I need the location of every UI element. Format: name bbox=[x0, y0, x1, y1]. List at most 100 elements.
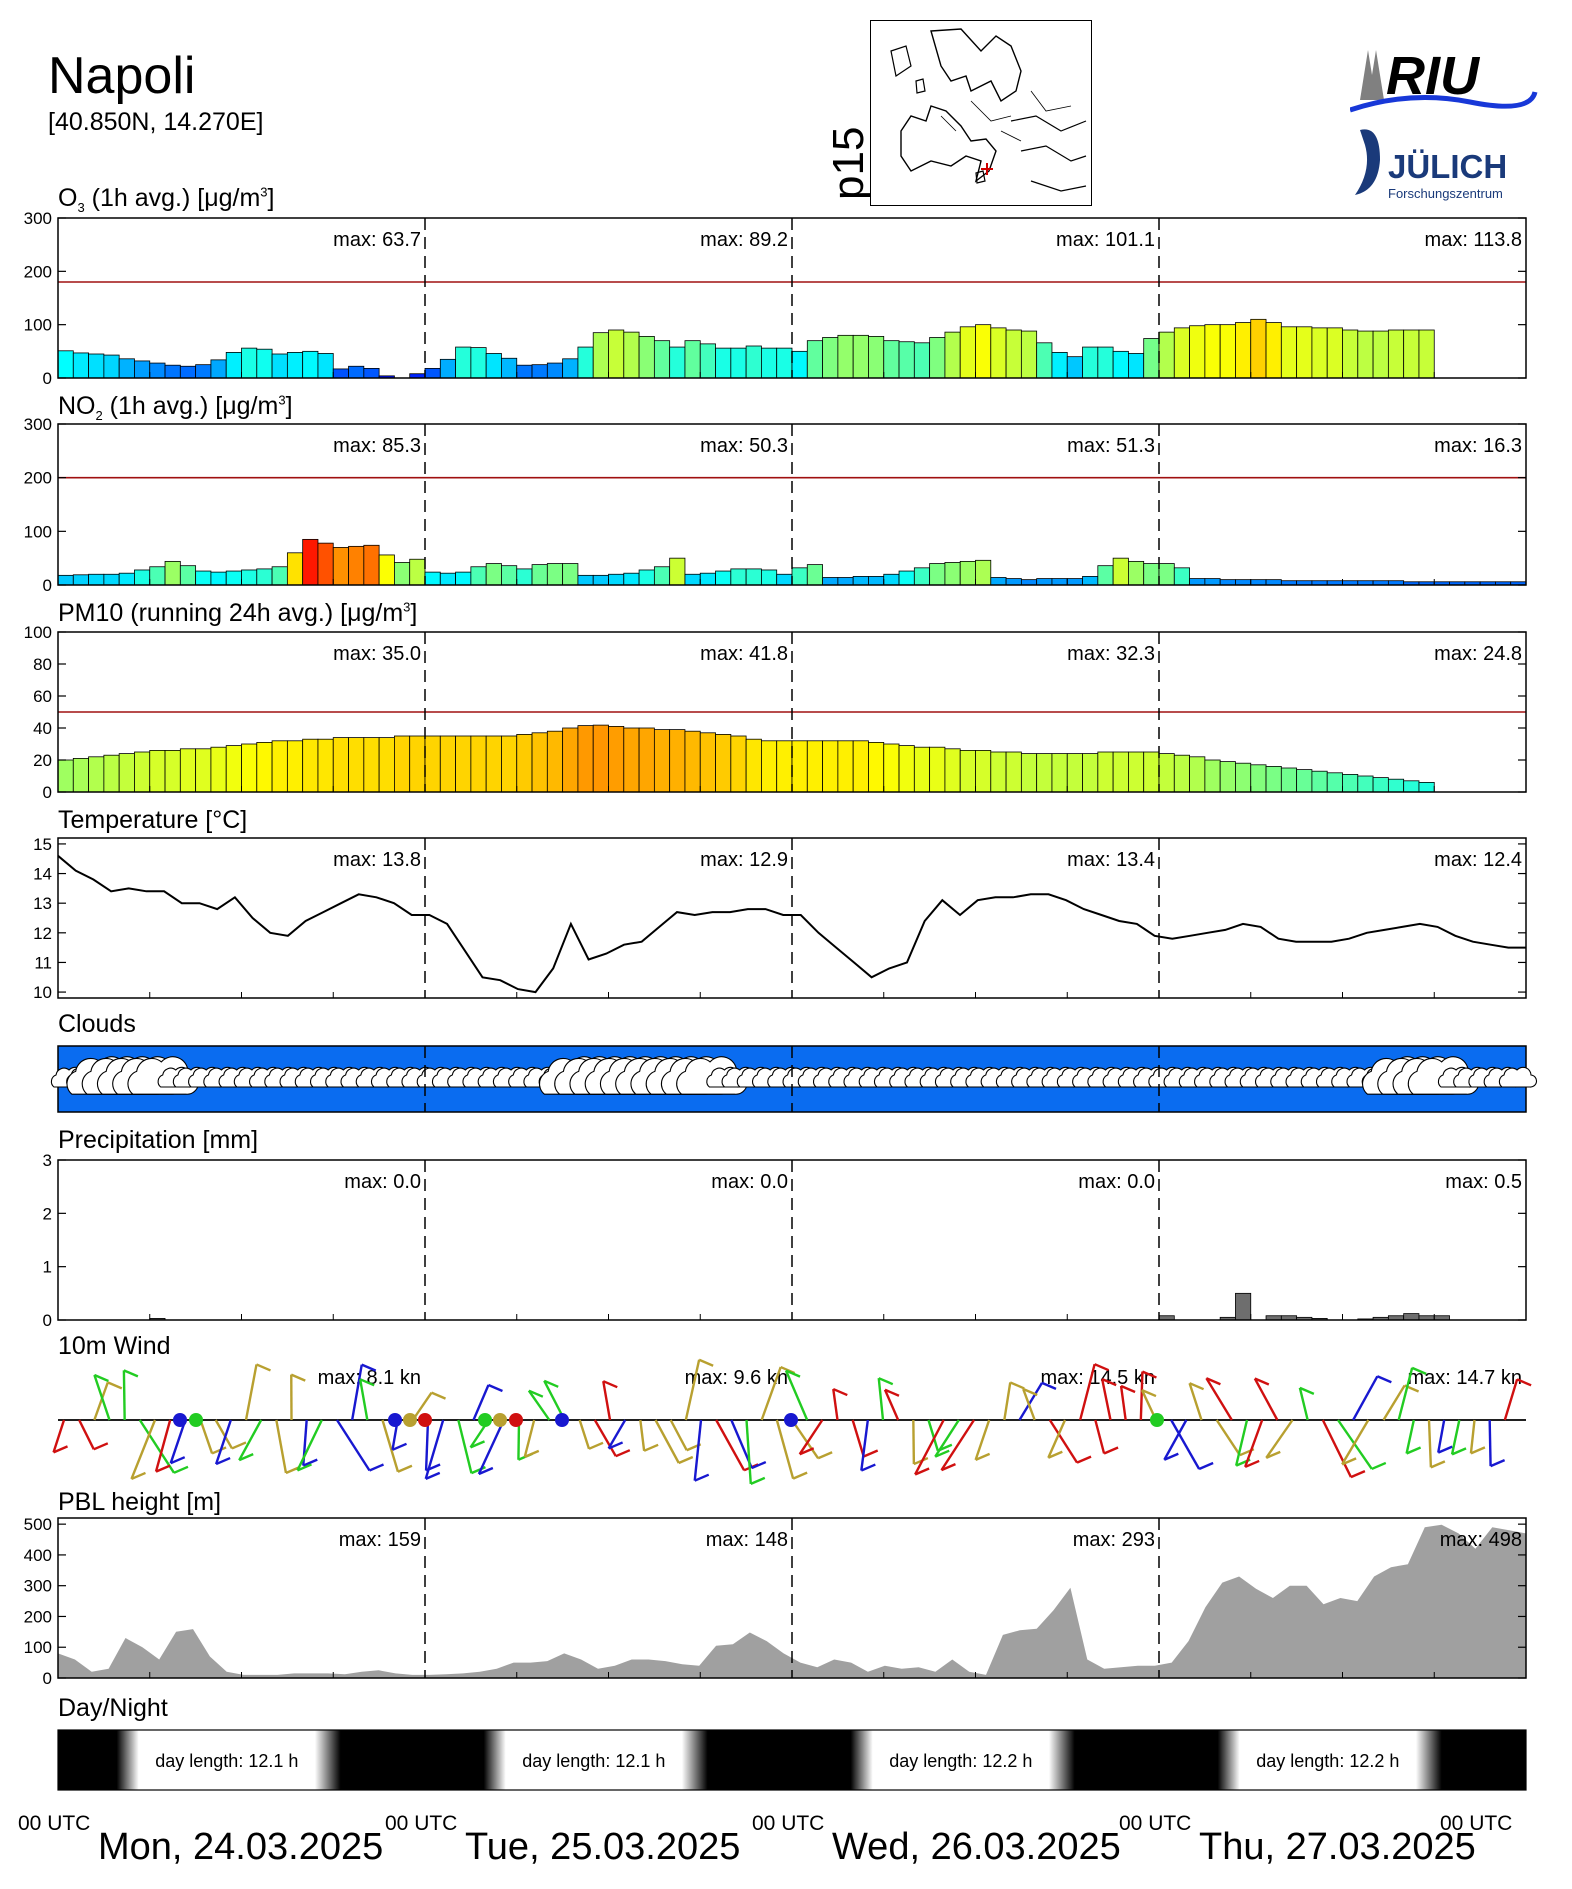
pm10-bar bbox=[684, 730, 701, 793]
o3-bar bbox=[1128, 353, 1145, 379]
no2-bar bbox=[699, 572, 716, 586]
o3-bar bbox=[898, 341, 915, 379]
temp-ytick-label: 11 bbox=[34, 953, 52, 972]
wind-barb bbox=[154, 1419, 172, 1472]
calm-wind-dot bbox=[418, 1413, 432, 1427]
wind-barb-flag bbox=[1189, 1382, 1205, 1391]
no2-bar bbox=[516, 568, 533, 586]
wind-barb-flag bbox=[934, 1449, 950, 1458]
coastline-west bbox=[900, 105, 997, 183]
wind-barb-flag bbox=[832, 1387, 848, 1397]
o3-bar bbox=[88, 353, 105, 379]
pm10-bar bbox=[1158, 753, 1175, 793]
o3-bar bbox=[929, 337, 946, 379]
calm-wind-dot bbox=[189, 1413, 203, 1427]
pm10-bar bbox=[1296, 769, 1313, 793]
pm10-bar bbox=[990, 751, 1007, 793]
wind-barb bbox=[1205, 1377, 1233, 1421]
no2-bar bbox=[57, 574, 74, 586]
pm10-bar bbox=[179, 748, 197, 793]
temp-ytick-label: 12 bbox=[33, 924, 52, 943]
wind-barb bbox=[381, 1419, 400, 1473]
wind-barb bbox=[684, 1359, 701, 1421]
pm10-bar bbox=[791, 740, 808, 793]
pm10-bar bbox=[883, 743, 900, 793]
no2-bar bbox=[883, 573, 900, 586]
no2-bar bbox=[1128, 560, 1145, 586]
o3-bar bbox=[669, 346, 686, 379]
wind-barb-flag bbox=[359, 1378, 375, 1387]
wind-barb-flag bbox=[524, 1449, 540, 1458]
pm10-bar bbox=[439, 735, 456, 793]
day-length-label: day length: 12.2 h bbox=[889, 1751, 1032, 1771]
pbl-ytick-label: 300 bbox=[24, 1577, 52, 1596]
pm10-bar bbox=[852, 740, 869, 793]
o3-bar bbox=[1066, 356, 1083, 379]
o3-bar bbox=[1296, 326, 1313, 379]
wind-barb-flag bbox=[53, 1445, 68, 1454]
wind-barbs bbox=[52, 1358, 1532, 1486]
o3-bar bbox=[1189, 325, 1206, 379]
wind-barb bbox=[138, 1419, 175, 1474]
o3-bar bbox=[715, 347, 732, 379]
wind-barb bbox=[523, 1419, 536, 1458]
wind-barb bbox=[1253, 1377, 1279, 1421]
o3-max-label: max: 89.2 bbox=[700, 229, 788, 251]
o3-bar bbox=[684, 340, 701, 379]
wind-barb-flag bbox=[1022, 1387, 1038, 1397]
wind-barb bbox=[791, 1419, 820, 1459]
daynight-day bbox=[425, 1730, 792, 1790]
pbl-ytick-label: 200 bbox=[24, 1607, 52, 1626]
o3-bar bbox=[225, 351, 242, 379]
daynight-day bbox=[58, 1730, 425, 1790]
no2-bar bbox=[225, 570, 242, 586]
o3-bar bbox=[1143, 338, 1160, 379]
no2-bar bbox=[210, 571, 227, 586]
wind-barb bbox=[122, 1370, 126, 1421]
no2-bar bbox=[715, 570, 732, 586]
no2-bar bbox=[317, 542, 334, 586]
day-length-label: day length: 12.1 h bbox=[155, 1751, 298, 1771]
wind-barb-flag bbox=[785, 1369, 801, 1378]
wind-barb bbox=[578, 1419, 591, 1450]
wind-barb-flag bbox=[131, 1471, 146, 1481]
o3-bar bbox=[1097, 346, 1114, 379]
o3-bar bbox=[286, 351, 304, 379]
wind-barb bbox=[411, 1391, 433, 1421]
wind-barb bbox=[1234, 1419, 1249, 1466]
o3-bar bbox=[363, 367, 380, 379]
precip-ytick-label: 3 bbox=[43, 1151, 52, 1170]
o3-bar bbox=[822, 337, 839, 379]
o3-bar bbox=[653, 340, 671, 379]
no2-bar bbox=[256, 568, 273, 586]
wind-barb bbox=[335, 1419, 371, 1472]
precip-bar bbox=[1403, 1313, 1420, 1321]
wind-barb-flag bbox=[231, 1441, 247, 1450]
no2-bar bbox=[868, 576, 885, 586]
pm10-bar bbox=[653, 729, 671, 793]
pm10-bar bbox=[669, 729, 686, 793]
no2-bar bbox=[1066, 578, 1083, 586]
pm10-bar bbox=[57, 759, 74, 793]
o3-bar bbox=[317, 353, 334, 379]
pm10-bar bbox=[485, 735, 502, 793]
o3-bar bbox=[1235, 322, 1252, 379]
wind-barb-flag bbox=[1406, 1446, 1422, 1455]
wind-barb-flag bbox=[1094, 1363, 1110, 1372]
o3-bar bbox=[1250, 318, 1267, 379]
wind-barb-flag bbox=[1141, 1370, 1157, 1379]
o3-bar bbox=[699, 343, 716, 379]
no2-bars bbox=[57, 538, 1527, 586]
temp-ytick-label: 14 bbox=[33, 865, 52, 884]
daynight-day bbox=[792, 1730, 1159, 1790]
wind-barb-flag bbox=[93, 1373, 109, 1383]
no2-bar bbox=[1112, 557, 1129, 586]
o3-bar bbox=[1082, 346, 1099, 379]
pm10-bar bbox=[1418, 782, 1435, 793]
wind-barb bbox=[477, 1419, 505, 1475]
wind-barb bbox=[1341, 1419, 1370, 1465]
utc-label: 00 UTC bbox=[385, 1812, 458, 1835]
wind-barb-flag bbox=[1376, 1375, 1392, 1384]
pm10-bar bbox=[317, 738, 334, 793]
